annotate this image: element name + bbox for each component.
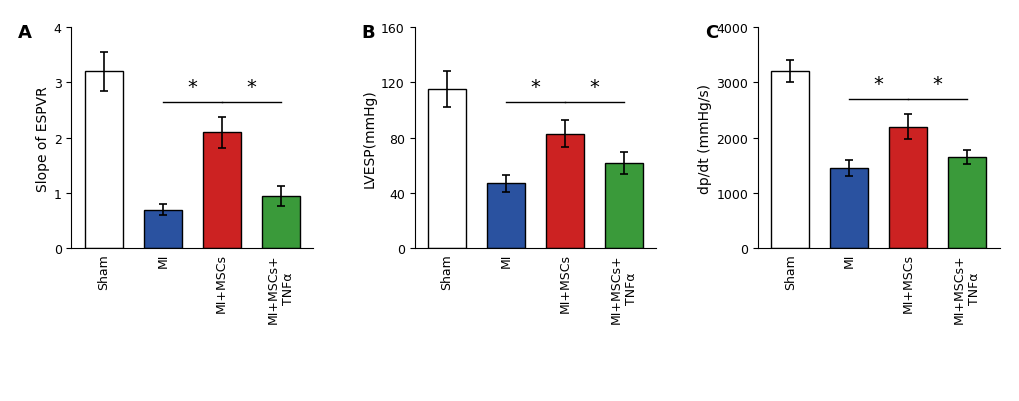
Text: C: C bbox=[704, 24, 717, 42]
Text: *: * bbox=[873, 75, 882, 94]
Text: B: B bbox=[361, 24, 375, 42]
Bar bbox=[545, 134, 584, 249]
Y-axis label: dp/dt (mmHg/s): dp/dt (mmHg/s) bbox=[697, 83, 711, 193]
Text: A: A bbox=[18, 24, 32, 42]
Bar bbox=[261, 196, 300, 249]
Y-axis label: LVESP(mmHg): LVESP(mmHg) bbox=[363, 89, 377, 188]
Bar bbox=[203, 133, 240, 249]
Bar bbox=[144, 210, 181, 249]
Bar bbox=[486, 184, 525, 249]
Bar bbox=[770, 72, 809, 249]
Text: *: * bbox=[246, 78, 256, 97]
Bar bbox=[829, 169, 867, 249]
Bar bbox=[947, 158, 985, 249]
Bar bbox=[604, 163, 642, 249]
Text: *: * bbox=[187, 78, 197, 97]
Text: *: * bbox=[931, 75, 942, 94]
Text: *: * bbox=[589, 78, 599, 97]
Bar bbox=[428, 90, 466, 249]
Bar bbox=[889, 128, 926, 249]
Y-axis label: Slope of ESPVR: Slope of ESPVR bbox=[36, 85, 50, 191]
Text: *: * bbox=[530, 78, 540, 97]
Bar bbox=[85, 72, 123, 249]
